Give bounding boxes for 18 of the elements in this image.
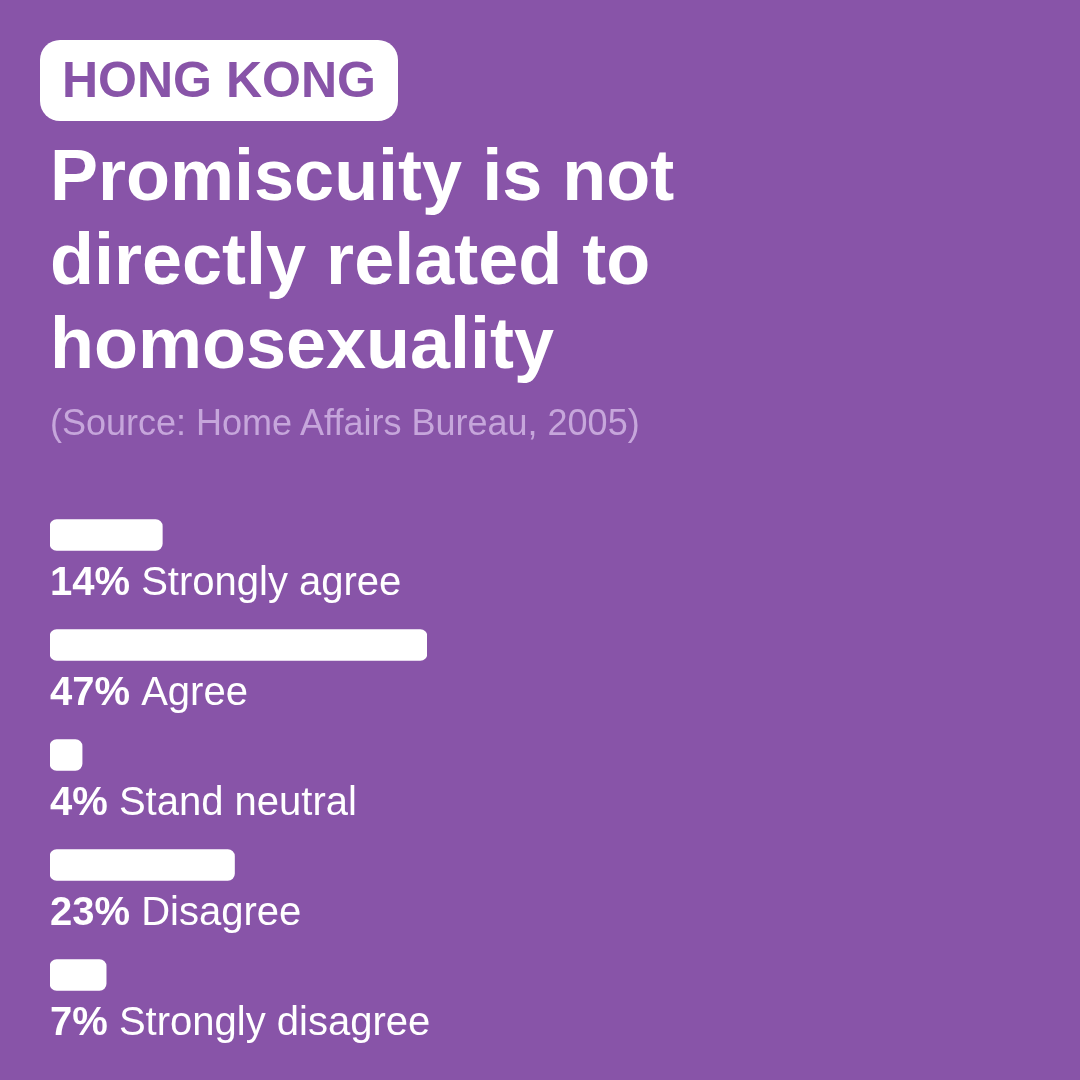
y-tick-label: Strongly disagree [118,999,431,1043]
data-label: 14% [50,559,131,603]
bar [50,959,107,991]
bar [50,629,427,661]
data-label: 23% [50,889,131,933]
chart-title: Promiscuity is not directly related to homosexuality [50,134,676,385]
text: (Source: Home Affairs Bureau, 2005) [50,401,641,445]
bar [50,739,83,771]
data-label: 7% [50,999,108,1043]
chart-subtitle: HONG KONG [40,40,398,121]
y-tick-label: Strongly agree [141,559,402,603]
bar [50,519,163,551]
bar [50,849,235,881]
y-tick-label: Agree [141,669,248,713]
data-label: 4% [50,779,108,823]
y-tick-label: Stand neutral [118,779,357,823]
y-tick-label: Disagree [141,889,302,933]
data-label: 47% [50,669,131,713]
